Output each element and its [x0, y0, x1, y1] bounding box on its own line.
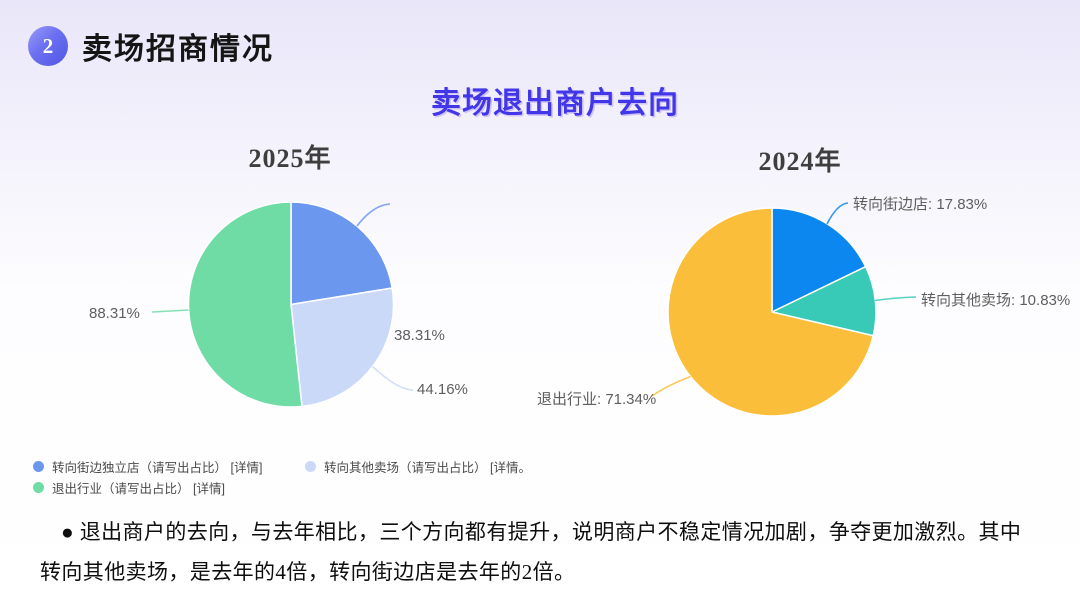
summary-note: ● 退出商户的去向，与去年相比，三个方向都有提升，说明商户不稳定情况加剧，争夺更…: [40, 512, 1052, 592]
pie-chart-2025: 2025年 38.31% 44.16% 88.31%: [60, 132, 520, 462]
page-title: 卖场退出商户去向: [431, 87, 679, 120]
legend-dot-exit-industry-icon: [33, 482, 44, 493]
pie-chart-2024: 2024年 转向街边店: 17.83% 转向其他卖场: 10.83% 退出行业:…: [537, 132, 1080, 462]
summary-note-line2: 转向其他卖场，是去年的4倍，转向街边店是去年的2倍。: [40, 560, 576, 584]
pie-label-2024-slice3: 退出行业: 71.34%: [537, 391, 657, 408]
pie-label-2025-slice2: 44.16%: [417, 381, 468, 398]
pie-slice-转向其他卖场[interactable]: [290, 287, 395, 408]
chart-title-2024: 2024年: [758, 147, 842, 176]
legend-label: 转向其他卖场（请写出占比） [详情。: [324, 461, 531, 475]
pie-label-2024-slice2: 转向其他卖场: 10.83%: [921, 292, 1071, 309]
legend-dot-other-market-icon: [305, 461, 316, 472]
chart-title-2025: 2025年: [248, 144, 332, 173]
section-number-badge: 2: [28, 26, 68, 66]
legend-label: 退出行业（请写出占比） [详情]: [52, 482, 225, 496]
summary-note-line1: ● 退出商户的去向，与去年相比，三个方向都有提升，说明商户不稳定情况加剧，争夺更…: [61, 520, 1022, 544]
pie-slice-转向街边独立店[interactable]: [290, 201, 393, 306]
legend-item-other-market[interactable]: 转向其他卖场（请写出占比） [详情。: [305, 457, 531, 476]
pie-label-2025-slice3: 88.31%: [89, 305, 140, 322]
slide-header: 2 卖场招商情况: [28, 24, 274, 68]
pie-svg-2025: [151, 201, 414, 408]
legend-item-exit-industry[interactable]: 退出行业（请写出占比） [详情]: [33, 478, 225, 497]
pie-slices-2024: [667, 207, 877, 417]
leader-line-2024-slice3: [651, 375, 691, 397]
pie-slice-退出行业[interactable]: [667, 207, 875, 417]
pie-label-2025-slice1: 38.31%: [394, 327, 445, 344]
pie-label-2024-slice1: 转向街边店: 17.83%: [853, 196, 988, 213]
pie-svg-2024: [651, 202, 917, 417]
leader-line-2024-slice2: [874, 296, 917, 302]
legend-label: 转向街边独立店（请写出占比） [详情]: [52, 461, 263, 475]
leader-line-2025-slice3: [151, 309, 189, 313]
pie-slice-退出行业[interactable]: [187, 201, 303, 408]
leader-line-2025-slice1: [356, 203, 391, 227]
section-title: 卖场招商情况: [82, 33, 274, 66]
legend-dot-street-shop-icon: [33, 461, 44, 472]
leader-line-2024-slice1: [826, 202, 849, 225]
pie-slices-2025: [187, 201, 395, 408]
legend-item-street-shop[interactable]: 转向街边独立店（请写出占比） [详情]: [33, 457, 262, 476]
leader-line-2025-slice2: [371, 365, 414, 391]
